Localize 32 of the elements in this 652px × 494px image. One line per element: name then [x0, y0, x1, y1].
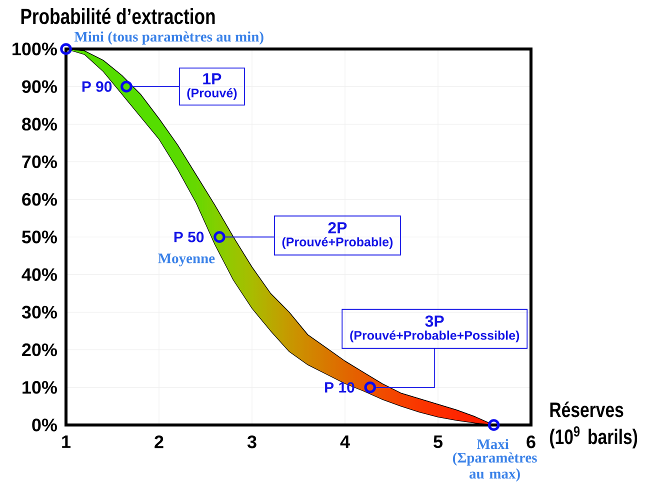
annotation: P 10	[325, 382, 354, 393]
x-tick-label: 6	[526, 436, 536, 448]
annotation: 2P	[328, 222, 347, 234]
annotation: (Prouvé+Probable+Possible)	[350, 330, 520, 342]
y-tick-label: 50%	[22, 230, 57, 244]
y-tick-label: 90%	[22, 80, 57, 93]
annotation: (Σparamètres au max)	[452, 452, 537, 482]
x-tick-label: 5	[434, 436, 443, 448]
annotation: (Prouvé+Probable)	[282, 237, 393, 249]
annotation: 3P	[425, 316, 444, 327]
x-tick-label: 2	[154, 436, 164, 448]
x-tick-label: 1	[62, 436, 71, 448]
y-tick-label: 40%	[22, 268, 57, 281]
y-tick-label: 70%	[22, 155, 57, 168]
x-tick-label: 3	[247, 436, 256, 448]
annotation: Mini (tous paramètres au min)	[74, 31, 264, 45]
annotation: (Prouvé)	[187, 88, 237, 100]
annotation: 1P	[203, 73, 222, 84]
annotation: P 90	[82, 81, 112, 92]
x-tick-label: 4	[340, 436, 350, 448]
y-tick-label: 80%	[22, 118, 57, 131]
x-axis-title: Réserves (10$^{9}$ barils)	[550, 402, 638, 448]
y-tick-label: 100%	[12, 42, 57, 56]
y-tick-label: 0%	[32, 418, 57, 432]
y-tick-label: 30%	[22, 306, 57, 319]
y-tick-label: 10%	[22, 381, 57, 394]
annotation: Maxi	[476, 438, 509, 450]
y-axis-title: Probabilité d’extraction	[21, 8, 215, 24]
annotation: P 50	[174, 232, 204, 242]
annotation: Moyenne	[158, 254, 215, 266]
y-tick-label: 20%	[22, 343, 57, 356]
y-tick-label: 60%	[22, 193, 57, 206]
